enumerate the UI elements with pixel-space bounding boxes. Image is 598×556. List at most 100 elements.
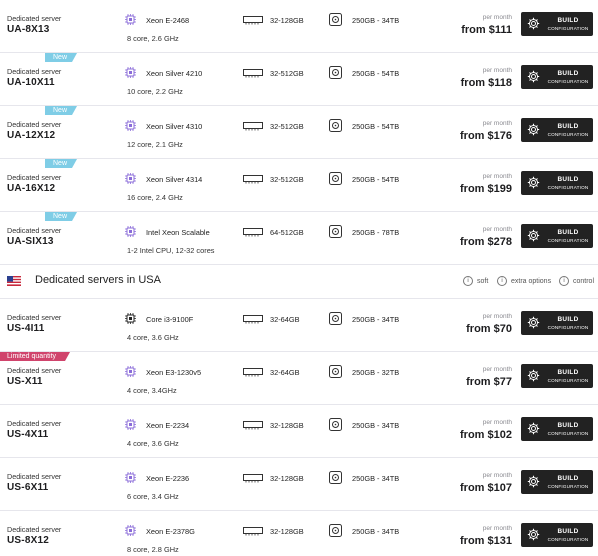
cpu-model: Intel Xeon Scalable [146,228,210,237]
server-type-label: Dedicated server [7,120,62,129]
cpu-model: Xeon E-2378G [146,527,195,536]
disk-range: 250GB - 54TB [352,122,400,131]
disk-range: 250GB - 34TB [352,16,400,25]
ram-range: 32-64GB [270,368,300,377]
cpu-model: Xeon E3-1230v5 [146,368,202,377]
build-configuration-button[interactable]: BUILD CONFIGURATION [521,417,593,441]
gear-icon [527,229,540,242]
gear-icon [527,528,540,541]
build-label: BUILD [557,422,579,429]
legend-extra-options[interactable]: i extra options [497,276,551,286]
price-period: per month [482,419,512,426]
configuration-label: CONFIGURATION [547,79,589,84]
disk-icon [329,418,342,431]
new-badge: New [45,159,77,168]
cpu-model: Xeon Silver 4314 [146,175,203,184]
server-type-label: Dedicated server [7,366,62,375]
server-row-ua-8x13: Dedicated server UA-8X13 Xeon E-2468 8 c… [0,0,598,53]
build-configuration-button[interactable]: BUILD CONFIGURATION [521,523,593,547]
disk-icon [329,66,342,79]
price: from $102 [460,429,512,441]
server-type-label: Dedicated server [7,313,62,322]
legend-soft[interactable]: i soft [463,276,488,286]
build-configuration-button[interactable]: BUILD CONFIGURATION [521,118,593,142]
gear-icon [527,176,540,189]
server-name: UA-8X13 [7,24,50,35]
cpu-icon [125,525,136,536]
price-period: per month [482,14,512,21]
new-badge: New [45,212,77,221]
cpu-icon [125,67,136,78]
disk-icon [329,172,342,185]
ram-icon [243,175,263,184]
price-period: per month [482,120,512,127]
build-label: BUILD [557,316,579,323]
gear-icon [527,123,540,136]
cpu-model: Core i3-9100F [146,315,194,324]
server-type-label: Dedicated server [7,525,62,534]
configuration-label: CONFIGURATION [547,537,589,542]
price-period: per month [482,366,512,373]
cpu-spec: 4 core, 3.6 GHz [127,439,179,448]
price: from $176 [460,130,512,142]
cpu-icon [125,313,136,324]
price-period: per month [482,313,512,320]
server-type-label: Dedicated server [7,67,62,76]
server-row-us-8x12: Dedicated server US-8X12 Xeon E-2378G 8 … [0,511,598,556]
ram-icon [243,527,263,536]
build-configuration-button[interactable]: BUILD CONFIGURATION [521,12,593,36]
price-period: per month [482,173,512,180]
server-type-label: Dedicated server [7,226,62,235]
build-configuration-button[interactable]: BUILD CONFIGURATION [521,171,593,195]
ram-range: 64-512GB [270,228,304,237]
configuration-label: CONFIGURATION [547,378,589,383]
build-configuration-button[interactable]: BUILD CONFIGURATION [521,311,593,335]
disk-icon [329,471,342,484]
build-label: BUILD [557,229,579,236]
build-label: BUILD [557,17,579,24]
disk-range: 250GB - 34TB [352,421,400,430]
legend-control[interactable]: i control [559,276,594,286]
server-name: US-4I11 [7,323,45,334]
build-label: BUILD [557,475,579,482]
cpu-icon [125,226,136,237]
build-configuration-button[interactable]: BUILD CONFIGURATION [521,224,593,248]
cpu-spec: 10 core, 2.2 GHz [127,87,183,96]
ram-icon [243,368,263,377]
disk-icon [329,119,342,132]
configuration-label: CONFIGURATION [547,132,589,137]
cpu-icon [125,472,136,483]
disk-range: 250GB - 34TB [352,315,400,324]
build-label: BUILD [557,70,579,77]
build-label: BUILD [557,176,579,183]
build-configuration-button[interactable]: BUILD CONFIGURATION [521,65,593,89]
server-row-ua-16x12: New Dedicated server UA-16X12 Xeon Silve… [0,159,598,212]
ram-icon [243,69,263,78]
configuration-label: CONFIGURATION [547,484,589,489]
price: from $70 [466,323,512,335]
cpu-model: Xeon Silver 4310 [146,122,203,131]
cpu-spec: 4 core, 3.6 GHz [127,333,179,342]
ram-range: 32-128GB [270,16,304,25]
legend-soft-label: soft [477,277,489,285]
server-name: US-4X11 [7,429,49,440]
server-row-us-4i11: Dedicated server US-4I11 Core i3-9100F 4… [0,299,598,352]
build-configuration-button[interactable]: BUILD CONFIGURATION [521,364,593,388]
section-header-usa: Dedicated servers in USA i soft i extra op… [0,265,598,299]
cpu-icon [125,366,136,377]
build-configuration-button[interactable]: BUILD CONFIGURATION [521,470,593,494]
gear-icon [527,316,540,329]
disk-range: 250GB - 34TB [352,527,400,536]
gear-icon [527,475,540,488]
server-name: US-X11 [7,376,43,387]
info-icon: i [559,276,569,286]
disk-icon [329,13,342,26]
info-icon: i [463,276,473,286]
disk-icon [329,365,342,378]
price: from $77 [466,376,512,388]
price: from $199 [460,183,512,195]
cpu-model: Xeon E-2236 [146,474,190,483]
ram-icon [243,315,263,324]
server-type-label: Dedicated server [7,419,62,428]
cpu-spec: 4 core, 3.4GHz [127,386,177,395]
